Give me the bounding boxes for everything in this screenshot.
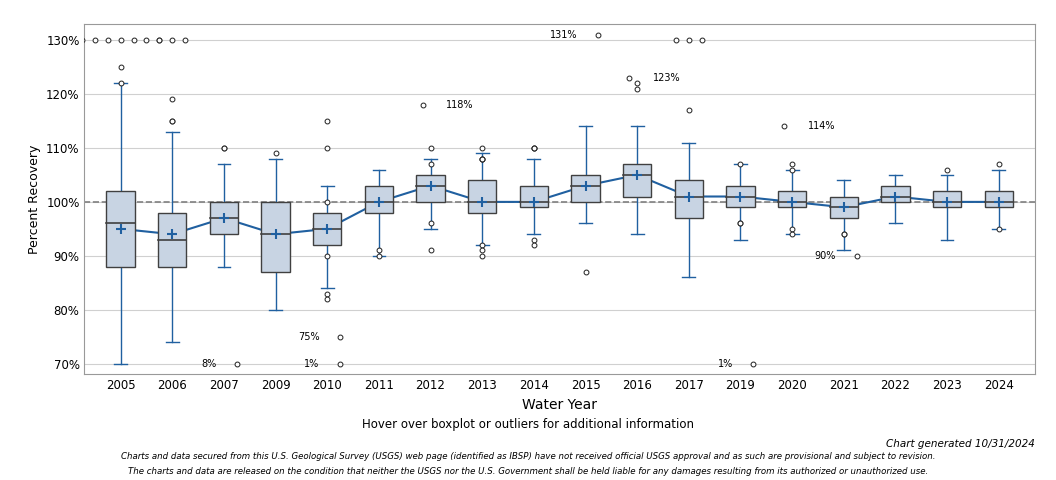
Bar <box>830 196 857 218</box>
Bar <box>107 191 135 266</box>
Text: Hover over boxplot or outliers for additional information: Hover over boxplot or outliers for addit… <box>362 418 694 432</box>
Bar <box>881 186 909 202</box>
Text: Chart generated 10/31/2024: Chart generated 10/31/2024 <box>886 439 1035 449</box>
Bar <box>727 186 755 207</box>
X-axis label: Water Year: Water Year <box>522 398 598 412</box>
Bar <box>364 186 393 213</box>
Bar <box>932 191 961 207</box>
Bar <box>984 191 1013 207</box>
Text: 1%: 1% <box>304 359 320 369</box>
Text: 118%: 118% <box>446 100 473 110</box>
Bar <box>778 191 807 207</box>
Text: 131%: 131% <box>550 30 578 40</box>
Text: Charts and data secured from this U.S. Geological Survey (USGS) web page (identi: Charts and data secured from this U.S. G… <box>120 453 936 461</box>
Text: 114%: 114% <box>808 121 835 132</box>
Text: 90%: 90% <box>814 251 836 261</box>
Bar <box>210 202 239 234</box>
Bar <box>416 175 445 202</box>
Bar <box>468 180 496 213</box>
Bar <box>675 180 703 218</box>
Bar <box>313 213 341 245</box>
Text: 1%: 1% <box>717 359 733 369</box>
Bar <box>520 186 548 207</box>
Text: The charts and data are released on the condition that neither the USGS nor the : The charts and data are released on the … <box>128 467 928 476</box>
Y-axis label: Percent Recovery: Percent Recovery <box>27 144 40 254</box>
Text: 75%: 75% <box>298 332 320 342</box>
Text: 123%: 123% <box>653 73 680 83</box>
Bar <box>623 164 652 196</box>
Bar <box>158 213 187 266</box>
Bar <box>571 175 600 202</box>
Text: 8%: 8% <box>201 359 216 369</box>
Bar <box>262 202 289 272</box>
